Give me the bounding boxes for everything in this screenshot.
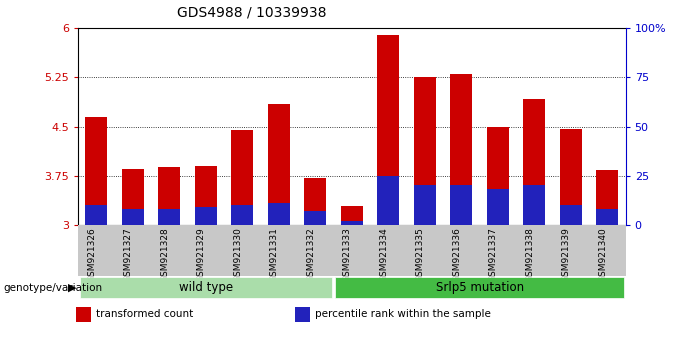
Bar [294,307,310,321]
Bar [524,99,545,225]
Bar [377,176,399,225]
Bar [158,167,180,225]
Bar [377,35,399,225]
Bar [414,185,436,225]
Bar [122,209,144,225]
Bar [158,209,180,225]
Bar [80,277,332,298]
Bar [268,104,290,225]
Bar [341,221,363,225]
Text: GSM921336: GSM921336 [452,227,461,282]
Text: transformed count: transformed count [97,309,194,319]
Bar [341,206,363,225]
Bar [122,169,144,225]
Text: GSM921338: GSM921338 [526,227,534,282]
Text: GSM921330: GSM921330 [233,227,243,282]
Bar [414,78,436,225]
Text: GSM921327: GSM921327 [124,227,133,281]
Bar [75,307,91,321]
Bar [335,277,624,298]
Text: GSM921334: GSM921334 [379,227,388,281]
Bar [560,205,582,225]
Bar [86,117,107,225]
Bar [268,203,290,225]
Bar [86,205,107,225]
Text: wild type: wild type [179,281,233,294]
Bar [305,211,326,225]
Text: GSM921331: GSM921331 [270,227,279,282]
Bar [487,127,509,225]
Text: GSM921328: GSM921328 [160,227,169,281]
Text: GSM921332: GSM921332 [307,227,316,281]
Bar [195,166,217,225]
Bar [596,209,618,225]
Bar [450,185,473,225]
Text: ▶: ▶ [68,282,76,293]
Bar [560,129,582,225]
Text: Srlp5 mutation: Srlp5 mutation [436,281,524,294]
Bar [524,185,545,225]
Text: GDS4988 / 10339938: GDS4988 / 10339938 [177,5,326,19]
Bar [195,207,217,225]
Bar [596,170,618,225]
Text: percentile rank within the sample: percentile rank within the sample [316,309,491,319]
Text: GSM921333: GSM921333 [343,227,352,282]
Text: GSM921339: GSM921339 [562,227,571,282]
Bar [231,205,254,225]
Text: genotype/variation: genotype/variation [3,282,103,293]
Text: GSM921329: GSM921329 [197,227,206,281]
Bar [305,178,326,225]
Text: GSM921337: GSM921337 [489,227,498,282]
Bar [450,74,473,225]
Bar [231,130,254,225]
Text: GSM921326: GSM921326 [88,227,97,281]
Text: GSM921340: GSM921340 [598,227,607,281]
Text: GSM921335: GSM921335 [416,227,425,282]
Bar [487,189,509,225]
